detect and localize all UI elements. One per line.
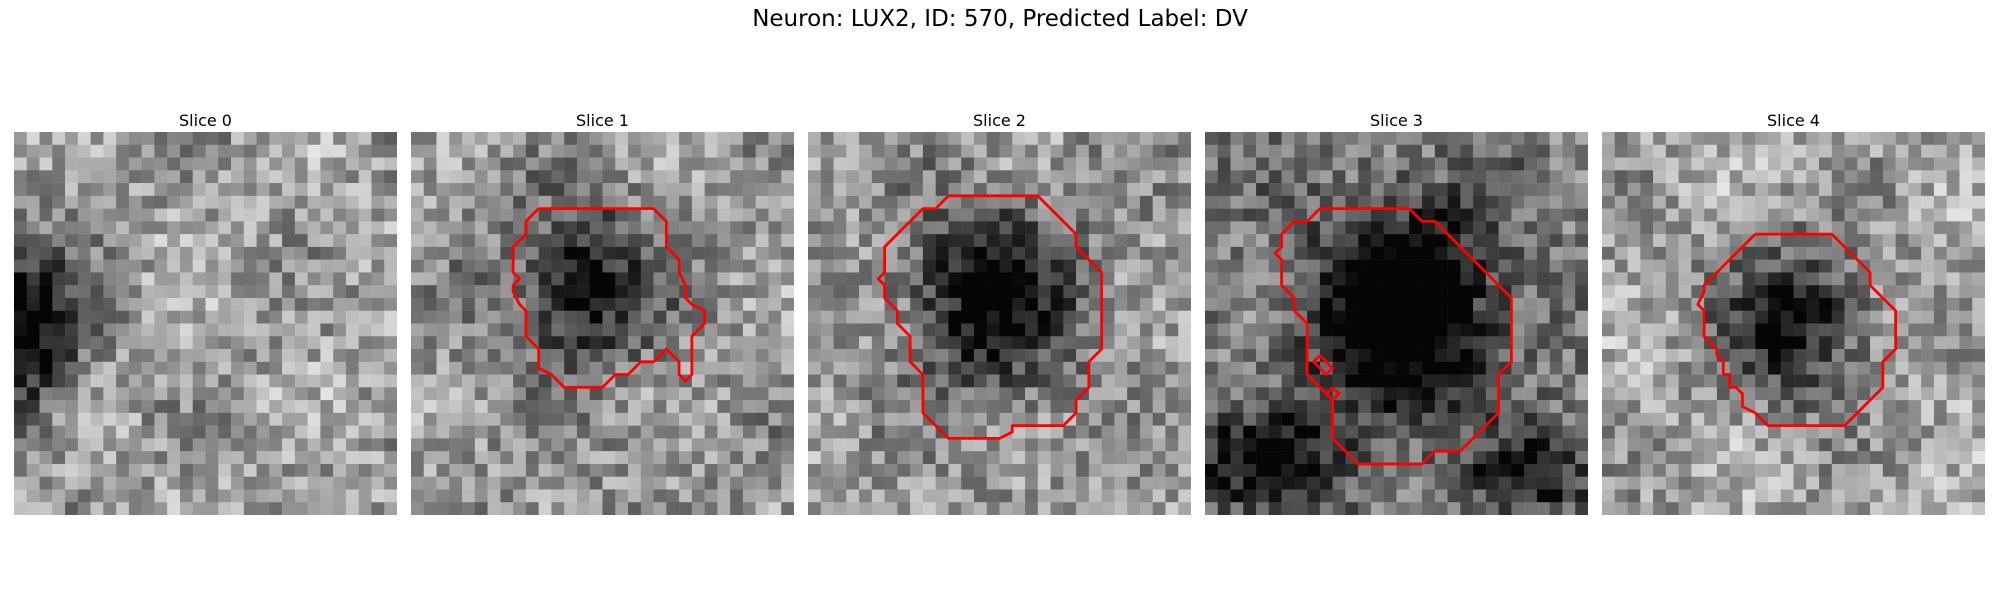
slice-panel-0: Slice 0 [14,110,397,515]
segmentation-contour-3-1 [1312,354,1335,376]
segmentation-contour-3-2 [1324,386,1341,402]
slice-image-3 [1205,132,1588,515]
slice-title-0: Slice 0 [179,111,232,130]
slice-image-2 [808,132,1191,515]
segmentation-contour-1-0 [511,207,707,389]
segmentation-contour-2-0 [876,194,1104,440]
slice-title-4: Slice 4 [1767,111,1820,130]
slice-title-3: Slice 3 [1370,111,1423,130]
slice-image-4 [1602,132,1985,515]
slice-panel-2: Slice 2 [808,110,1191,515]
slice-title-2: Slice 2 [973,111,1026,130]
slice-panel-1: Slice 1 [411,110,794,515]
slice-panel-3: Slice 3 [1205,110,1588,515]
figure-title: Neuron: LUX2, ID: 570, Predicted Label: … [752,6,1248,32]
segmentation-contour-3-0 [1273,207,1513,466]
slice-panel-4: Slice 4 [1602,110,1985,515]
slice-image-1 [411,132,794,515]
slice-image-0 [14,132,397,515]
slice-title-1: Slice 1 [576,111,629,130]
segmentation-contour-4-0 [1696,232,1898,428]
